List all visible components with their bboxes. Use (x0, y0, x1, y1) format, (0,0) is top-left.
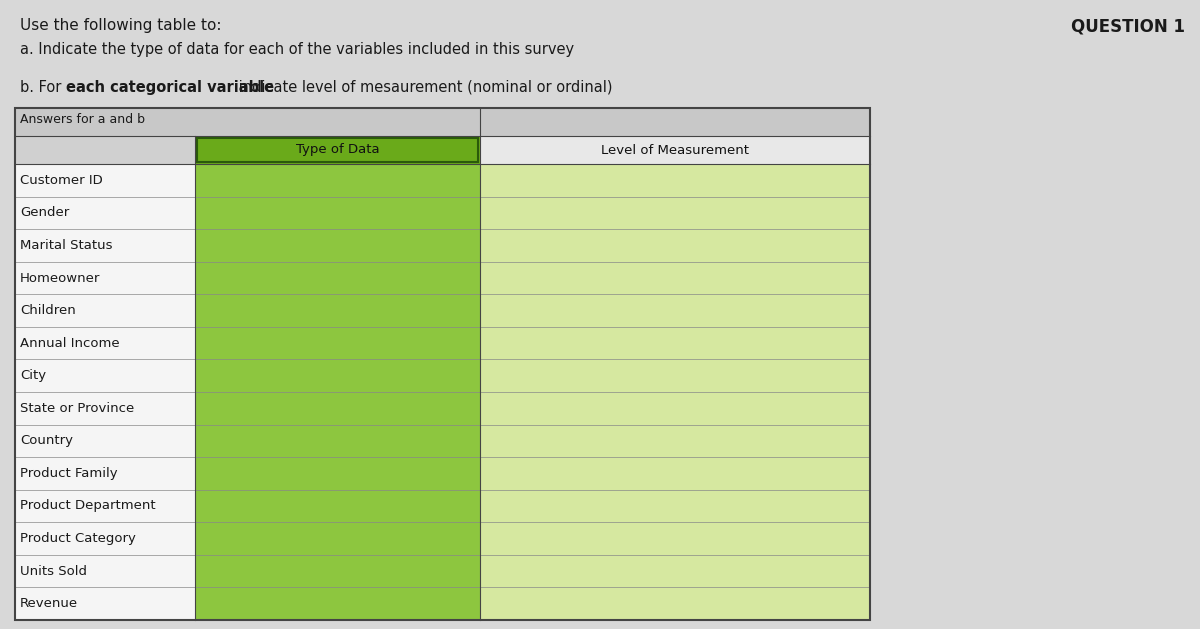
Bar (480, 197, 870, 229)
Bar (480, 136, 870, 164)
Bar (14, 108, 194, 136)
Bar (14, 108, 870, 620)
Text: Customer ID: Customer ID (20, 174, 103, 187)
Text: Marital Status: Marital Status (20, 239, 113, 252)
Bar (14, 587, 194, 620)
Bar (480, 359, 870, 392)
Text: Product Department: Product Department (20, 499, 156, 513)
Bar (194, 457, 480, 490)
Bar (480, 327, 870, 359)
Bar (194, 164, 480, 197)
Bar (194, 425, 480, 457)
Text: Level of Measurement: Level of Measurement (601, 143, 749, 157)
Bar (14, 108, 870, 620)
Text: City: City (20, 369, 46, 382)
Text: Type of Data: Type of Data (295, 143, 379, 157)
Bar (480, 229, 870, 262)
Bar (480, 425, 870, 457)
Bar (480, 490, 870, 522)
Bar (194, 294, 480, 327)
Bar (14, 425, 194, 457)
Bar (480, 164, 870, 197)
Bar (480, 587, 870, 620)
Bar (194, 359, 480, 392)
Text: Country: Country (20, 435, 73, 447)
Bar (14, 490, 194, 522)
Bar (194, 522, 480, 555)
Text: Product Category: Product Category (20, 532, 136, 545)
Bar (194, 587, 480, 620)
Bar (480, 294, 870, 327)
Bar (194, 490, 480, 522)
Text: Product Family: Product Family (20, 467, 118, 480)
Text: Gender: Gender (20, 206, 70, 220)
Text: State or Province: State or Province (20, 402, 134, 415)
Text: Use the following table to:: Use the following table to: (20, 18, 222, 33)
Bar (194, 392, 480, 425)
Text: Annual Income: Annual Income (20, 337, 120, 350)
Bar (14, 197, 194, 229)
Bar (14, 555, 194, 587)
Bar (194, 555, 480, 587)
Bar (480, 392, 870, 425)
Text: Homeowner: Homeowner (20, 272, 101, 284)
Bar (480, 457, 870, 490)
Bar (14, 457, 194, 490)
Bar (480, 262, 870, 294)
Text: Revenue: Revenue (20, 597, 78, 610)
Bar (14, 392, 194, 425)
Bar (194, 262, 480, 294)
Bar (194, 327, 480, 359)
Bar (14, 294, 194, 327)
Bar (14, 327, 194, 359)
Bar (14, 229, 194, 262)
Bar (14, 359, 194, 392)
Bar (194, 136, 480, 164)
Text: QUESTION 1: QUESTION 1 (1072, 18, 1186, 36)
Text: Children: Children (20, 304, 76, 317)
Bar (194, 197, 480, 229)
Text: Units Sold: Units Sold (20, 565, 88, 577)
Text: Answers for a and b: Answers for a and b (20, 113, 145, 126)
Bar (14, 136, 194, 164)
Bar (14, 164, 194, 197)
Bar (14, 522, 194, 555)
Text: each categorical variable: each categorical variable (66, 80, 274, 95)
Bar (480, 522, 870, 555)
Text: a. Indicate the type of data for each of the variables included in this survey: a. Indicate the type of data for each of… (20, 42, 574, 57)
Text: indicate level of mesaurement (nominal or ordinal): indicate level of mesaurement (nominal o… (234, 80, 612, 95)
Bar (197, 138, 478, 162)
Bar (194, 108, 870, 136)
Bar (480, 555, 870, 587)
Bar (194, 229, 480, 262)
Bar (14, 262, 194, 294)
Text: b. For: b. For (20, 80, 66, 95)
